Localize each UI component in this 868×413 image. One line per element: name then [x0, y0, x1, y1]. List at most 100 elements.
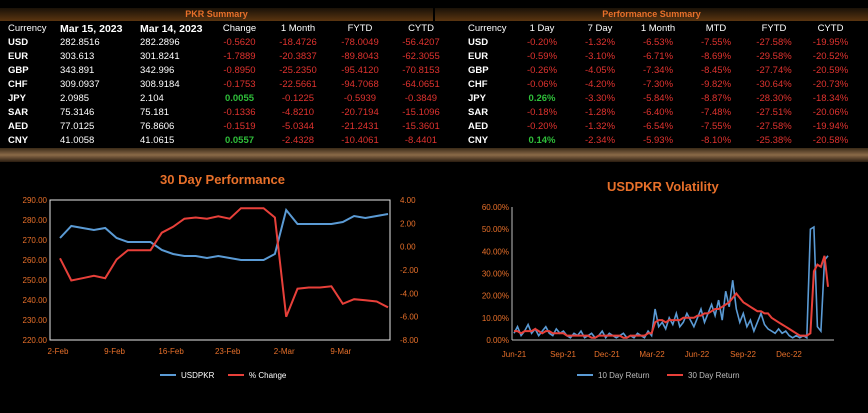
legend-label: 30 Day Return: [688, 371, 740, 380]
table-row: CHF -0.06% -4.20% -7.30% -9.82% -30.64% -20.73…: [468, 78, 858, 92]
usdpkr-volatility-chart: 60.00% 50.00% 40.00% 30.00% 20.00% 10.00% 0.00…: [482, 203, 834, 380]
y-tick-label: 290.00: [23, 196, 48, 205]
table-cell: -4.8210: [281, 107, 315, 118]
table-cell: -20.3837: [279, 51, 317, 62]
table-cell: -62.3055: [402, 51, 440, 62]
table-cell: -19.94%: [812, 121, 849, 132]
table-cell: -15.3601: [402, 121, 440, 132]
table-row: GBP 343.891 342.996 -0.8950 -25.2350 -95.4120…: [8, 64, 451, 78]
y-tick-label: 230.00: [23, 316, 48, 325]
table-cell: -70.8153: [402, 65, 440, 76]
y2-tick-label: 0.00: [400, 243, 416, 252]
column-header: FYTD: [761, 23, 787, 34]
y-tick-label: 50.00%: [482, 225, 509, 234]
table-cell: -0.26%: [526, 65, 558, 76]
table-cell: -6.53%: [642, 37, 674, 48]
table-cell: -19.95%: [812, 37, 849, 48]
pkr-summary-title: PKR Summary: [185, 9, 248, 19]
table-row: GBP -0.26% -4.05% -7.34% -8.45% -27.74% -20.59…: [468, 64, 858, 78]
table-cell: -0.20%: [526, 121, 558, 132]
series-line-30-day-return: [514, 255, 829, 339]
section-divider: [0, 148, 868, 162]
table-cell: -21.2431: [341, 121, 379, 132]
series-line-pct-change: [59, 207, 389, 318]
table-cell: -1.32%: [584, 37, 616, 48]
table-cell: -0.5620: [223, 37, 256, 48]
y2-tick-label: -4.00: [400, 289, 419, 298]
table-cell: -8.69%: [700, 51, 732, 62]
column-header: 1 Month: [640, 23, 676, 34]
table-row: SAR 75.3146 75.181 -0.1336 -4.8210 -20.7194 -1…: [8, 106, 451, 120]
y2-tick-label: 4.00: [400, 196, 416, 205]
pkr-summary-band: [0, 8, 433, 21]
y2-tick-label: -6.00: [400, 313, 419, 322]
table-cell: -0.5939: [343, 93, 377, 104]
table-cell: 41.0615: [140, 135, 175, 146]
table-cell: -25.2350: [279, 65, 317, 76]
legend-label: % Change: [249, 371, 287, 380]
table-cell: -27.58%: [756, 37, 792, 48]
table-row: JPY 0.26% -3.30% -5.84% -8.87% -28.30% -18.34%: [468, 92, 858, 106]
column-header: Mar 15, 2023: [60, 23, 123, 35]
x-tick-label: Dec-21: [594, 350, 620, 359]
y-tick-label: 0.00%: [486, 336, 509, 345]
performance-summary-title: Performance Summary: [602, 9, 701, 19]
table-cell: -2.4328: [281, 135, 315, 146]
table-cell: 282.8516: [60, 37, 100, 48]
performance-summary-table: Currency 1 Day 7 Day 1 Month MTD FYTD CYTD USD -…: [468, 22, 858, 148]
x-tick-label: Dec-22: [776, 350, 802, 359]
table-cell: -27.74%: [756, 65, 792, 76]
table-cell: -95.4120: [341, 65, 379, 76]
y-tick-label: 260.00: [23, 256, 48, 265]
table-cell: -6.40%: [642, 107, 674, 118]
table-cell: 0.14%: [528, 135, 556, 146]
table-cell: 77.0125: [60, 121, 95, 132]
performance-summary-band: [435, 8, 868, 21]
column-header: Currency: [468, 23, 507, 34]
x-tick-label: Jun-21: [502, 350, 527, 359]
table-cell: 303.613: [60, 51, 95, 62]
chart-title-30-day-performance: 30 Day Performance: [160, 172, 286, 187]
pkr-summary-table: Currency Mar 15, 2023 Mar 14, 2023 Change 1 …: [8, 22, 451, 148]
column-header: Change: [222, 23, 257, 34]
table-cell: 0.26%: [528, 93, 556, 104]
chart-title-usdpkr-volatility: USDPKR Volatility: [607, 179, 719, 194]
table-cell: -0.20%: [526, 37, 558, 48]
table-cell: -94.7068: [341, 79, 379, 90]
table-cell: -1.28%: [584, 107, 616, 118]
table-cell: -20.58%: [812, 135, 849, 146]
table-cell: -7.30%: [642, 79, 674, 90]
table-cell: 343.891: [60, 65, 95, 76]
table-cell: 41.0058: [60, 135, 95, 146]
table-row: CNY 41.0058 41.0615 0.0557 -2.4328 -10.4061 -8…: [8, 134, 451, 148]
table-cell: -18.4726: [279, 37, 317, 48]
table-cell: 0.0055: [224, 93, 255, 104]
currency-code: EUR: [8, 51, 29, 62]
x-tick-label: 2-Feb: [48, 347, 69, 356]
series-line-usdpkr: [59, 207, 389, 261]
table-row: AED -0.20% -1.32% -6.54% -7.55% -27.58% -19.94…: [468, 120, 858, 134]
table-cell: -7.55%: [700, 37, 732, 48]
table-cell: 2.104: [140, 93, 164, 104]
y-tick-label: 220.00: [23, 336, 48, 345]
column-header: 1 Day: [529, 23, 555, 34]
column-header: FYTD: [347, 23, 373, 34]
table-cell: 282.2896: [140, 37, 180, 48]
table-cell: -3.10%: [584, 51, 616, 62]
table-cell: -15.1096: [402, 107, 440, 118]
table-cell: -18.34%: [812, 93, 849, 104]
table-cell: -5.93%: [642, 135, 674, 146]
plot-area-border: [49, 199, 391, 341]
column-header: 1 Month: [280, 23, 316, 34]
y-tick-label: 270.00: [23, 236, 48, 245]
y-tick-label: 240.00: [23, 296, 48, 305]
table-cell: -3.30%: [584, 93, 616, 104]
table-cell: -64.0651: [402, 79, 440, 90]
table-cell: -20.06%: [812, 107, 849, 118]
table-cell: -0.8950: [223, 65, 256, 76]
column-header: 7 Day: [587, 23, 613, 34]
table-cell: -0.1225: [281, 93, 315, 104]
table-cell: -1.7889: [223, 51, 256, 62]
30-day-performance-chart: 290.00 280.00 270.00 260.00 250.00 240.00 230.…: [23, 196, 419, 380]
table-cell: -7.34%: [642, 65, 674, 76]
